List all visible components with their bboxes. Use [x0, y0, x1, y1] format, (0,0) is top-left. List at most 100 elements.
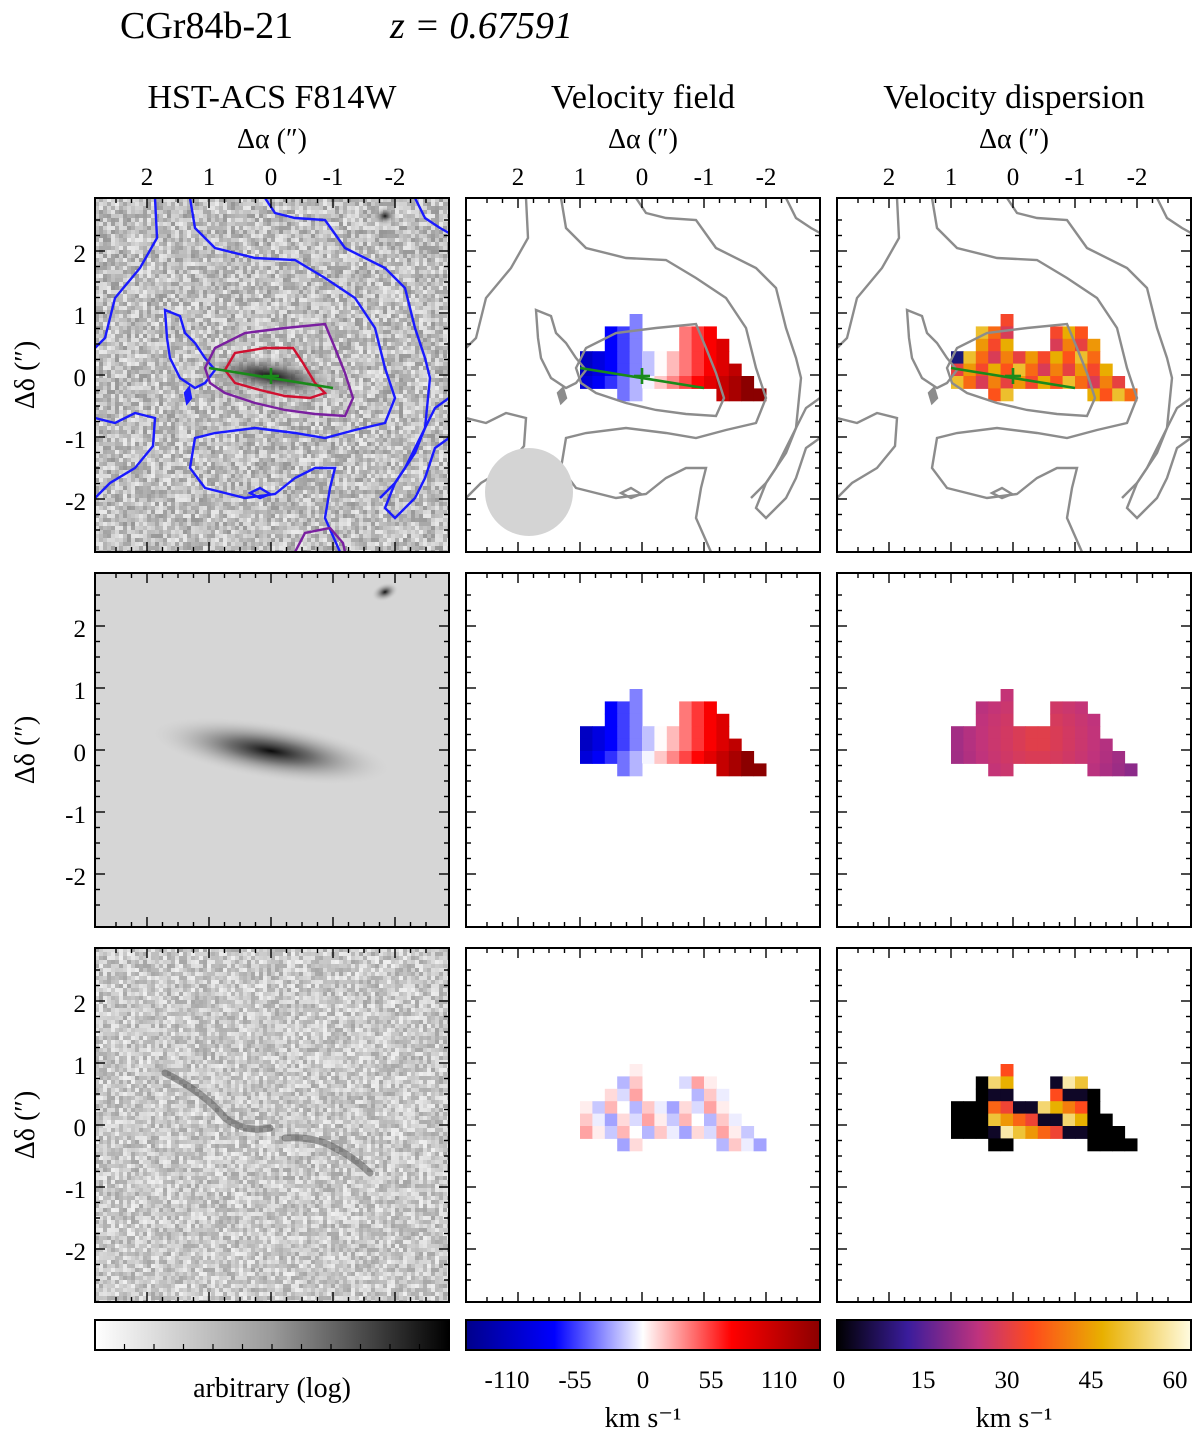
map-pixel: [716, 763, 730, 777]
map-pixel: [1062, 363, 1076, 377]
map-pixel: [1075, 713, 1088, 727]
top-axis-label-hst: Δα (″): [237, 124, 307, 155]
map-pixel: [629, 1113, 643, 1127]
map-pixel: [604, 376, 618, 389]
tick-marks: [837, 198, 1191, 552]
map-pixel: [642, 1113, 655, 1127]
map-pixel: [1013, 1113, 1026, 1127]
map-pixel: [975, 376, 989, 389]
map-pixel: [654, 1101, 668, 1115]
ra-tick: 0: [265, 164, 278, 191]
map-pixel: [604, 1126, 618, 1139]
map-pixel: [642, 751, 655, 764]
map-pixel: [617, 1113, 631, 1127]
map-pixel: [1000, 1138, 1014, 1152]
colorbar-tick: 0: [833, 1367, 846, 1394]
dec-tick: 2: [74, 616, 87, 643]
noise-texture: [95, 948, 449, 1302]
map-pixel: [704, 1076, 717, 1090]
dec-tick: -2: [65, 489, 86, 516]
map-pixel: [679, 1076, 693, 1090]
map-pixel: [617, 1138, 631, 1152]
map-pixel: [604, 1101, 618, 1115]
map-pixel: [580, 1126, 593, 1139]
map-pixel: [975, 351, 989, 365]
map-pixel: [728, 376, 742, 389]
map-pixel: [629, 701, 643, 715]
dec-tick: -2: [65, 1239, 86, 1266]
map-pixel: [580, 1113, 593, 1127]
map-pixel: [1013, 726, 1026, 740]
map-pixel: [716, 1138, 730, 1152]
map-pixel: [704, 701, 717, 715]
map-pixel: [629, 376, 643, 389]
map-pixel: [666, 351, 680, 365]
map-pixel: [1075, 1088, 1088, 1102]
map-pixel: [1037, 1101, 1051, 1115]
map-pixel: [975, 713, 989, 727]
map-pixel: [1000, 338, 1014, 352]
map-pixel: [1000, 326, 1014, 340]
map-pixel: [1062, 351, 1076, 365]
map-pixel: [691, 338, 705, 352]
map-pixel: [1075, 726, 1088, 740]
map-pixel: [1037, 726, 1051, 740]
map-pixel: [629, 1101, 643, 1115]
map-pixel: [1050, 351, 1064, 365]
y-axis-label: Δδ (″): [10, 1091, 41, 1160]
map-pixel: [741, 751, 755, 764]
map-pixel: [691, 726, 705, 740]
map-pixel: [1124, 763, 1138, 777]
map-pixel: [629, 713, 643, 727]
map-pixel: [1112, 763, 1126, 777]
colorbar-tick: 15: [911, 1367, 936, 1394]
map-pixel: [1013, 1101, 1026, 1115]
map-pixel: [704, 326, 717, 340]
flux-contours: [466, 198, 820, 552]
map-pixel: [654, 1126, 668, 1139]
map-pixel: [975, 1126, 989, 1139]
map-pixel: [666, 1113, 680, 1127]
map-pixel: [592, 376, 606, 389]
map-pixel: [592, 1113, 606, 1127]
map-pixel: [988, 763, 1002, 777]
map-pixel: [988, 1088, 1002, 1102]
map-pixel: [679, 1126, 693, 1139]
contour-level-1: [905, 308, 959, 390]
map-pixel: [988, 751, 1002, 764]
map-pixel: [1013, 1126, 1026, 1139]
map-pixel: [629, 1126, 643, 1139]
contour-level-2: [203, 322, 355, 418]
map-pixel: [988, 388, 1002, 402]
map-pixel: [629, 351, 643, 365]
contour-level-2: [293, 526, 347, 552]
top-ticks-dispersion: 2 1 0 -1 -2: [883, 164, 1148, 191]
ra-tick: -2: [1127, 164, 1148, 191]
ra-tick: 0: [1007, 164, 1020, 191]
y-axis-row-3: Δδ (″) 2 1 0 -1 -2: [10, 991, 86, 1266]
map-pixel: [975, 751, 989, 764]
map-pixel: [1000, 1126, 1014, 1139]
map-pixel: [1025, 751, 1039, 764]
map-pixel: [666, 363, 680, 377]
residual-arc: [281, 1134, 374, 1177]
dec-tick: 2: [74, 991, 87, 1018]
map-pixel: [1025, 351, 1039, 365]
residual-arcs: [161, 1069, 374, 1177]
map-pixel: [716, 363, 730, 377]
map-pixel: [1087, 1101, 1101, 1115]
map-pixel: [975, 1088, 989, 1102]
map-pixel: [741, 1126, 755, 1139]
map-pixel: [617, 338, 631, 352]
map-pixel: [951, 1126, 964, 1139]
map-pixel: [728, 751, 742, 764]
map-pixel: [951, 1113, 964, 1127]
map-pixel: [679, 1101, 693, 1115]
map-pixel: [1025, 726, 1039, 740]
map-pixel: [679, 338, 693, 352]
ra-tick: 1: [945, 164, 958, 191]
map-pixel: [741, 376, 755, 389]
map-pixel: [666, 1126, 680, 1139]
map-pixel: [716, 1088, 730, 1102]
